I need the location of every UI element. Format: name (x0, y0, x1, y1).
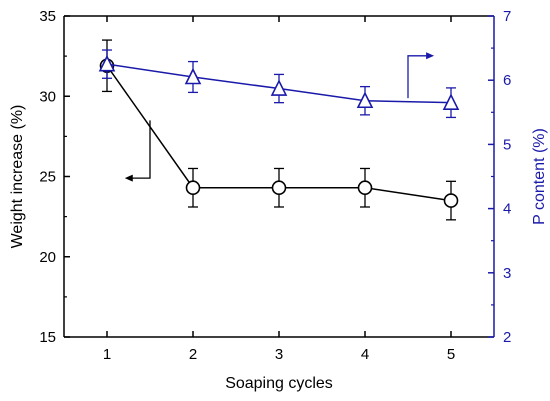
data-point-triangle (184, 67, 202, 85)
data-point-triangle (356, 91, 374, 109)
right-y-tick-label: 6 (503, 72, 511, 89)
right-y-axis-title: P content (%) (531, 128, 548, 225)
axis-arrow-line (407, 55, 433, 99)
series-layer (98, 39, 460, 221)
x-tick-label: 2 (189, 346, 197, 363)
x-axis-title: Soaping cycles (225, 375, 333, 392)
axis-arrow-head (426, 52, 435, 60)
left-y-tick-label: 35 (39, 8, 56, 25)
right-y-tick-label: 3 (503, 265, 511, 282)
left-y-axis: 15 20 25 30 35 (39, 8, 70, 346)
x-tick-label: 4 (361, 346, 369, 363)
right-y-tick-label: 2 (503, 329, 511, 346)
x-tick-label: 1 (103, 346, 111, 363)
x-tick-label: 5 (447, 346, 455, 363)
data-point-triangle (98, 54, 116, 72)
data-point-circle (357, 180, 373, 196)
data-point-circle (185, 180, 201, 196)
left-y-tick-label: 20 (39, 249, 56, 266)
data-point-circle (271, 180, 287, 196)
axis-arrow-line (126, 120, 151, 179)
x-tick-label: 3 (275, 346, 283, 363)
left-y-tick-label: 15 (39, 329, 56, 346)
series-right-triangle (98, 49, 460, 119)
axis-arrow-head (124, 174, 133, 182)
series-left-circle (99, 39, 459, 221)
right-y-tick-label: 7 (503, 8, 511, 25)
right-y-tick-label: 5 (503, 136, 511, 153)
axis-arrow-left (124, 120, 151, 182)
left-y-tick-label: 25 (39, 169, 56, 186)
data-point-triangle (270, 79, 288, 96)
left-y-axis-title: Weight increase (%) (9, 105, 26, 249)
left-y-tick-label: 30 (39, 88, 56, 105)
x-axis: 1 2 3 4 5 (103, 16, 455, 363)
axis-arrow-right (407, 52, 435, 99)
data-point-triangle (442, 93, 460, 110)
annotation-layer (124, 52, 435, 182)
data-point-circle (443, 193, 459, 208)
right-y-tick-label: 4 (503, 201, 511, 218)
right-y-axis: 2 3 4 5 6 7 (488, 8, 511, 346)
